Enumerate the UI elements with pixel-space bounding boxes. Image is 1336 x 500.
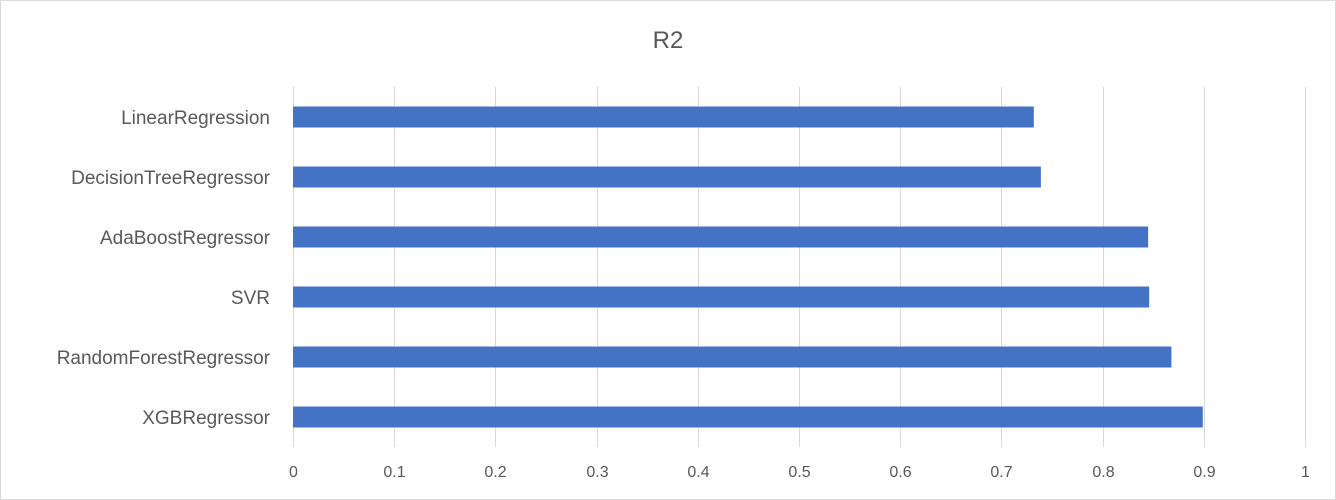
x-tick-label: 0.9: [1193, 464, 1215, 481]
category-label: LinearRegression: [121, 108, 270, 129]
x-tick-label: 1: [1301, 464, 1310, 481]
bar: [293, 346, 1172, 368]
x-tick-label: 0.4: [687, 464, 709, 481]
bar: [293, 286, 1150, 308]
x-tick-label: 0.3: [586, 464, 608, 481]
category-label: DecisionTreeRegressor: [71, 168, 271, 189]
bar: [293, 406, 1203, 428]
x-tick-label: 0.1: [383, 464, 405, 481]
x-tick-label: 0.5: [788, 464, 810, 481]
x-tick-label: 0.7: [990, 464, 1012, 481]
bar: [293, 226, 1149, 248]
category-label: RandomForestRegressor: [57, 348, 271, 369]
x-tick-label: 0.8: [1092, 464, 1114, 481]
category-label: AdaBoostRegressor: [100, 228, 271, 249]
x-tick-label: 0.2: [484, 464, 506, 481]
category-label: SVR: [231, 288, 270, 309]
x-tick-label: 0: [289, 464, 298, 481]
x-tick-label: 0.6: [889, 464, 911, 481]
category-label: XGBRegressor: [142, 408, 270, 429]
bar: [293, 166, 1041, 188]
chart-title: R2: [652, 27, 684, 54]
x-tick-labels: 0 0.1 0.2 0.3 0.4 0.5 0.6 0.7 0.8 0.9 1: [289, 464, 1310, 481]
gridlines: [293, 87, 1306, 447]
bars: [293, 106, 1203, 428]
category-labels: LinearRegression DecisionTreeRegressor Ada…: [57, 108, 271, 429]
bar: [293, 106, 1034, 128]
